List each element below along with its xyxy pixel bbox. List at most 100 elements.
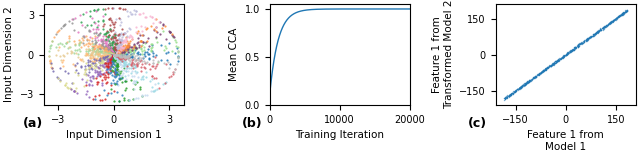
Point (109, 54, 119, 56)
Point (609, 18, 619, 20)
Point (108, 54, 118, 56)
Point (103, 49, 113, 51)
Point (114, 55, 124, 58)
Point (109, 52, 120, 54)
Point (111, 59, 121, 61)
Point (130, 44, 140, 47)
Point (97, 55, 107, 57)
Point (104, 34, 115, 36)
Point (116, 44, 126, 47)
Point (508, 92, 518, 94)
Point (81, 62, 92, 64)
Point (557, 56, 568, 58)
Point (90, 52, 100, 55)
Point (543, 66, 553, 68)
Point (605, 21, 616, 24)
Point (602, 24, 612, 27)
Point (140, 16, 150, 18)
Point (110, 64, 120, 66)
Point (588, 33, 598, 36)
Point (100, 54, 111, 57)
Point (560, 54, 570, 56)
Point (547, 63, 557, 65)
Point (110, 53, 120, 55)
Point (608, 20, 618, 23)
Point (516, 87, 526, 89)
Point (573, 44, 583, 46)
Point (110, 41, 120, 43)
Point (108, 39, 118, 41)
Point (610, 18, 620, 21)
Point (594, 29, 604, 32)
Point (538, 70, 548, 72)
Point (515, 86, 525, 89)
Point (126, 35, 136, 38)
Point (124, 55, 134, 58)
Point (107, 50, 117, 53)
Point (88, 48, 98, 50)
Point (104, 54, 115, 56)
Text: (c): (c) (468, 117, 487, 130)
Point (120, 51, 131, 53)
Point (502, 96, 512, 99)
Point (109, 55, 119, 57)
Point (110, 58, 120, 61)
Point (108, 51, 118, 54)
Point (130, 65, 140, 68)
Point (95, 99, 105, 101)
Point (104, 34, 115, 37)
Point (134, 13, 144, 15)
Point (523, 80, 533, 82)
Point (111, 58, 121, 61)
Point (59, 45, 69, 47)
Point (622, 9, 632, 11)
Point (514, 87, 524, 89)
Point (95, 64, 106, 67)
Point (99, 56, 109, 59)
Point (58, 24, 68, 27)
Point (84, 49, 94, 51)
Point (534, 72, 544, 75)
Point (504, 93, 515, 95)
Point (572, 46, 582, 48)
Point (574, 42, 584, 45)
Point (598, 26, 609, 28)
Point (129, 80, 139, 83)
Point (132, 62, 143, 64)
Point (103, 35, 113, 38)
Point (127, 46, 138, 49)
Point (115, 55, 125, 58)
Point (520, 83, 530, 86)
Point (576, 41, 586, 43)
Point (109, 90, 119, 93)
Point (86, 66, 96, 69)
Point (109, 46, 119, 49)
Point (97, 51, 108, 54)
Point (109, 31, 120, 33)
Point (504, 94, 514, 96)
Point (90, 70, 100, 73)
Point (547, 63, 557, 65)
Point (108, 53, 118, 55)
Point (106, 63, 116, 65)
Point (605, 22, 616, 24)
Point (113, 57, 124, 60)
Point (120, 44, 130, 46)
Point (101, 68, 111, 71)
Point (109, 51, 120, 54)
Point (593, 30, 604, 33)
Point (534, 72, 545, 75)
Point (100, 50, 110, 53)
Point (88, 57, 99, 59)
Point (504, 95, 514, 97)
Point (123, 57, 133, 59)
Point (84, 71, 94, 73)
Point (562, 52, 572, 54)
Point (125, 48, 136, 50)
Point (557, 56, 567, 59)
Point (86, 24, 97, 27)
Point (109, 53, 119, 56)
Point (603, 23, 613, 25)
Point (106, 58, 116, 61)
Point (113, 47, 124, 49)
